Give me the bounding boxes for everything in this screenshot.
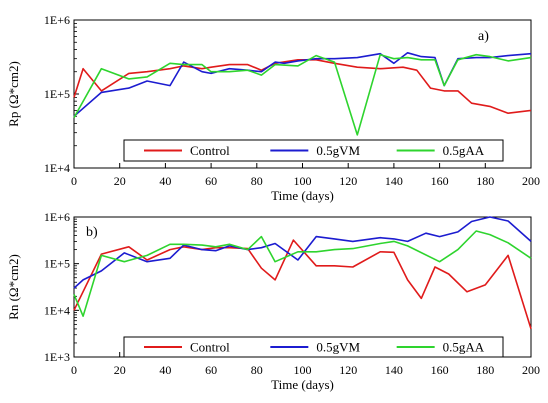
x-tick-label: 140 xyxy=(385,174,403,188)
x-tick-label: 80 xyxy=(251,363,263,377)
y-tick-label: 1E+4 xyxy=(44,161,70,175)
x-tick-label: 80 xyxy=(251,174,263,188)
legend-label-0-5gvm: 0.5gVM xyxy=(316,340,360,355)
x-tick-label: 100 xyxy=(294,174,312,188)
x-tick-label: 120 xyxy=(339,174,357,188)
x-tick-label: 180 xyxy=(476,363,494,377)
legend-box xyxy=(123,139,504,162)
chart-panel-2: 1E+3 1E+4 1E+5 1E+6 0 20 40 60 80 100 120 140 160 180… xyxy=(6,210,540,392)
x-tick-label: 60 xyxy=(205,363,217,377)
legend-label-0-5gaa: 0.5gAA xyxy=(443,340,485,355)
panel-label: b) xyxy=(86,225,98,240)
x-tick-label: 0 xyxy=(71,174,77,188)
panel-label: a) xyxy=(478,29,489,44)
legend-label-0-5gvm: 0.5gVM xyxy=(316,143,360,158)
x-tick-label: 40 xyxy=(159,363,171,377)
x-tick-label: 0 xyxy=(71,363,77,377)
x-tick-label: 200 xyxy=(522,174,540,188)
series-line-0-5gvm xyxy=(73,216,532,289)
legend-label-control: Control xyxy=(190,143,230,158)
legend-label-control: Control xyxy=(190,340,230,355)
legend-label-0-5gaa: 0.5gAA xyxy=(443,143,485,158)
x-tick-label: 60 xyxy=(205,174,217,188)
x-tick-label: 160 xyxy=(431,174,449,188)
y-tick-label: 1E+6 xyxy=(44,13,70,27)
y-axis-label: Rp (Ω*cm2) xyxy=(6,61,21,127)
x-tick-label: 20 xyxy=(114,363,126,377)
x-tick-label: 140 xyxy=(385,363,403,377)
x-axis-label: Time (days) xyxy=(271,377,334,392)
y-tick-label: 1E+4 xyxy=(44,303,70,317)
y-axis-label: Rn (Ω*cm2) xyxy=(6,254,21,320)
y-tick-label: 1E+5 xyxy=(44,257,70,271)
series-line-control xyxy=(73,58,532,114)
y-tick-label: 1E+5 xyxy=(44,87,70,101)
series-line-control xyxy=(73,239,532,330)
legend-box xyxy=(123,336,504,358)
y-tick-label: 1E+6 xyxy=(44,210,70,224)
y-tick-label: 1E+3 xyxy=(44,350,70,364)
chart-panel-1: 1E+4 1E+5 1E+6 0 20 40 60 80 100 120 140 160 180 200 T… xyxy=(6,13,540,203)
x-tick-label: 160 xyxy=(431,363,449,377)
series-line-0-5gaa xyxy=(73,230,532,318)
x-tick-label: 20 xyxy=(114,174,126,188)
x-tick-label: 40 xyxy=(159,174,171,188)
series-line-0-5gaa xyxy=(73,53,532,136)
x-axis-label: Time (days) xyxy=(271,188,334,203)
x-tick-label: 200 xyxy=(522,363,540,377)
x-tick-label: 180 xyxy=(476,174,494,188)
x-tick-label: 120 xyxy=(339,363,357,377)
x-tick-label: 100 xyxy=(294,363,312,377)
series-line-0-5gvm xyxy=(73,51,532,117)
